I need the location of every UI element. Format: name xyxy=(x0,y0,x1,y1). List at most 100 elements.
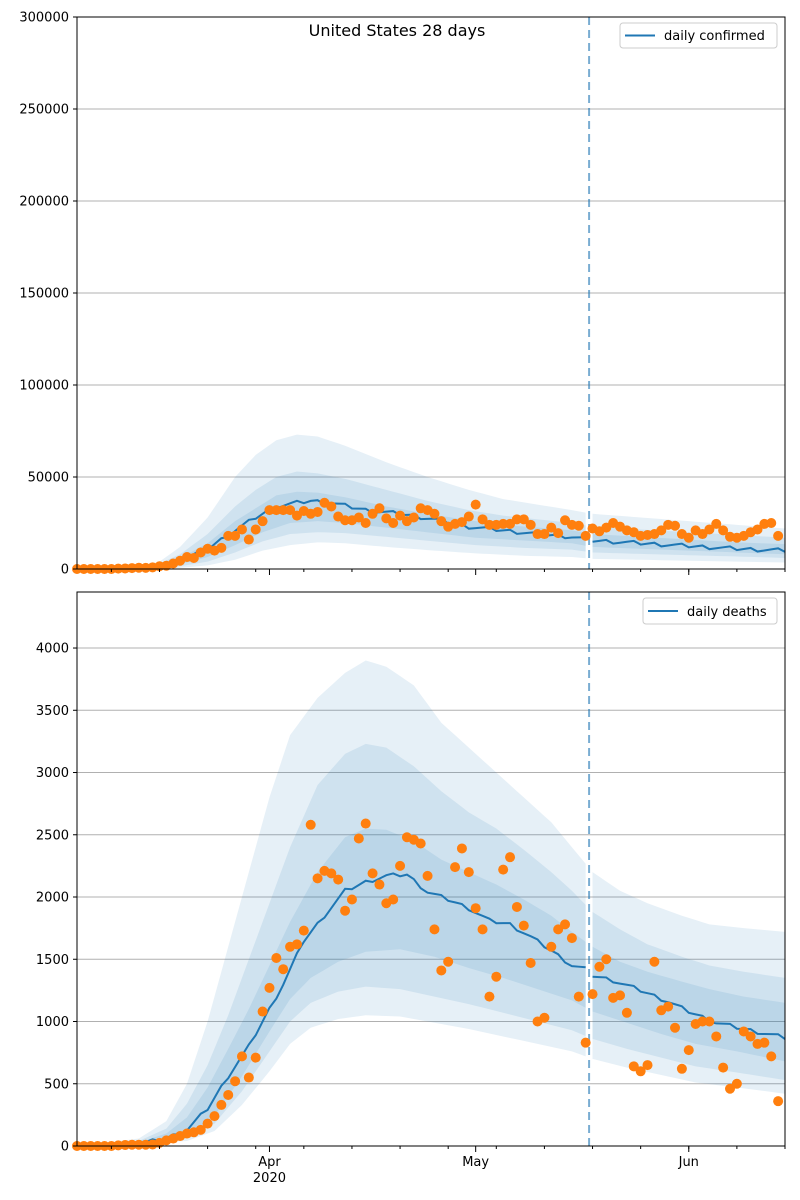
deaths-observed-point xyxy=(312,873,323,884)
deaths-legend-label: daily deaths xyxy=(687,605,767,620)
deaths-observed-point xyxy=(415,838,426,849)
deaths-observed-point xyxy=(326,868,337,879)
confirmed-observed-point xyxy=(470,499,481,510)
deaths-observed-point xyxy=(518,920,529,931)
deaths-observed-point xyxy=(264,982,275,993)
deaths-observed-point xyxy=(388,894,399,905)
confirmed-observed-point xyxy=(223,530,234,541)
confirmed-observed-point xyxy=(683,532,694,543)
deaths-observed-point xyxy=(642,1060,653,1071)
confirmed-observed-point xyxy=(264,505,275,516)
confirmed-observed-point xyxy=(360,518,371,528)
confirmed-observed-point xyxy=(271,505,282,516)
deaths-observed-point xyxy=(505,852,516,863)
confirmed-observed-point xyxy=(670,520,681,531)
confirmed-y-tick-label: 50000 xyxy=(28,471,69,486)
confirmed-observed-point xyxy=(429,508,440,519)
deaths-y-tick-label: 1000 xyxy=(36,1015,69,1030)
deaths-observed-point xyxy=(133,1139,144,1150)
confirmed-observed-point xyxy=(408,512,419,523)
deaths-observed-point xyxy=(580,1037,591,1048)
deaths-observed-point xyxy=(511,901,522,912)
deaths-y-tick-label: 0 xyxy=(61,1140,69,1155)
deaths-observed-point xyxy=(628,1061,639,1072)
deaths-credible-band xyxy=(592,872,785,1094)
deaths-observed-point xyxy=(594,961,605,972)
deaths-observed-point xyxy=(484,991,495,1002)
confirmed-observed-point xyxy=(553,528,564,539)
deaths-observed-point xyxy=(587,989,598,1000)
confirmed-observed-point xyxy=(773,530,784,541)
confirmed-observed-point xyxy=(243,534,254,545)
deaths-x-tick-label: Jun xyxy=(678,1155,699,1170)
confirmed-observed-point xyxy=(718,525,729,536)
confirmed-observed-point xyxy=(484,519,495,530)
confirmed-y-tick-label: 250000 xyxy=(19,103,69,118)
confirmed-observed-point xyxy=(353,512,364,523)
confirmed-y-tick-label: 100000 xyxy=(19,379,69,394)
deaths-observed-point xyxy=(126,1139,137,1150)
deaths-observed-point xyxy=(463,867,474,878)
confirmed-observed-point xyxy=(463,511,474,522)
deaths-observed-point xyxy=(573,991,584,1002)
deaths-legend-box xyxy=(642,597,778,625)
deaths-observed-point xyxy=(560,919,571,930)
confirmed-legend: daily confirmed xyxy=(619,22,778,49)
deaths-observed-point xyxy=(271,953,282,964)
confirmed-y-tick-label: 200000 xyxy=(19,195,69,210)
confirmed-observed-point xyxy=(395,510,406,521)
confirmed-observed-point xyxy=(188,552,199,563)
deaths-observed-point xyxy=(553,924,564,935)
confirmed-observed-point xyxy=(546,522,557,533)
confirmed-observed-point xyxy=(374,503,385,514)
deaths-panel: 0 500 1000 1500 2000 2500 3000 3500 4000 Apr2020… xyxy=(36,591,786,1186)
deaths-observed-point xyxy=(477,924,488,935)
deaths-x-tick-label: Apr xyxy=(258,1155,281,1170)
deaths-observed-point xyxy=(470,903,481,914)
deaths-observed-point xyxy=(546,941,557,952)
deaths-x-tick-label: May xyxy=(462,1155,489,1170)
deaths-y-axis: 0 500 1000 1500 2000 2500 3000 3500 4000 xyxy=(36,642,77,1155)
deaths-observed-points xyxy=(72,818,784,1151)
deaths-observed-point xyxy=(223,1089,234,1100)
deaths-y-tick-label: 2000 xyxy=(36,891,69,906)
confirmed-observed-point xyxy=(236,524,247,535)
confirmed-observed-point xyxy=(326,501,337,512)
confirmed-observed-point xyxy=(278,505,289,516)
confirmed-observed-point xyxy=(532,529,543,540)
deaths-observed-point xyxy=(711,1031,722,1042)
confirmed-observed-point xyxy=(340,515,351,526)
confirmed-observed-point xyxy=(312,506,323,517)
deaths-credible-band xyxy=(77,660,586,1146)
confirmed-observed-point xyxy=(511,514,522,525)
deaths-y-tick-label: 1500 xyxy=(36,953,69,968)
confirmed-observed-point xyxy=(573,520,584,531)
deaths-observed-point xyxy=(202,1118,213,1129)
deaths-observed-point xyxy=(766,1051,777,1062)
deaths-observed-point xyxy=(649,956,660,967)
confirmed-observed-point xyxy=(580,530,591,541)
deaths-y-tick-label: 3000 xyxy=(36,766,69,781)
confirmed-observed-point xyxy=(766,518,777,528)
deaths-observed-point xyxy=(443,956,454,967)
deaths-observed-point xyxy=(305,819,316,830)
deaths-y-tick-label: 2500 xyxy=(36,828,69,843)
confirmed-observed-point xyxy=(216,542,227,553)
deaths-observed-point xyxy=(539,1012,550,1023)
deaths-observed-point xyxy=(456,843,467,854)
deaths-observed-point xyxy=(491,971,502,982)
deaths-credible-band xyxy=(592,946,785,1062)
deaths-observed-point xyxy=(621,1007,632,1018)
deaths-observed-point xyxy=(257,1006,268,1017)
confirmed-observed-point xyxy=(477,514,488,525)
confirmed-y-axis: 0 50000 100000 150000 200000 250000 300000 xyxy=(19,11,77,578)
deaths-observed-point xyxy=(236,1051,247,1062)
confirmed-panel: 0 50000 100000 150000 200000 250000 300000 Uni… xyxy=(19,11,786,578)
deaths-observed-point xyxy=(360,818,371,829)
confirmed-legend-label: daily confirmed xyxy=(664,29,765,44)
confirmed-legend-box xyxy=(619,22,778,49)
deaths-observed-point xyxy=(670,1022,681,1033)
deaths-observed-point xyxy=(422,870,433,881)
deaths-observed-point xyxy=(278,964,289,975)
